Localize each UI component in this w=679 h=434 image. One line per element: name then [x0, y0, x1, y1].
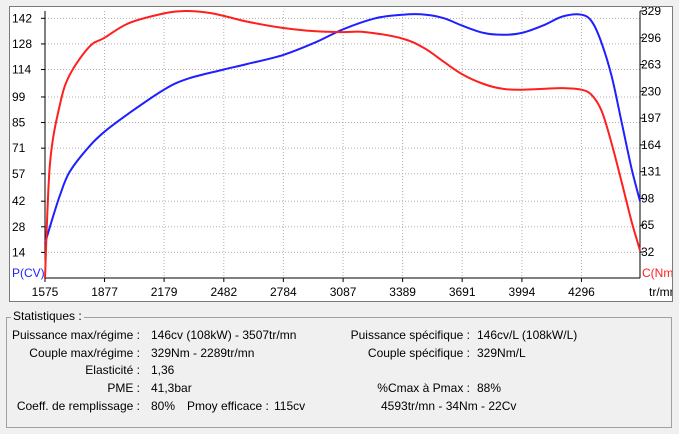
right-tick-label-0: 329 [641, 7, 661, 18]
x-tick-label-0: 1575 [32, 285, 59, 299]
right-tick-label-1: 296 [641, 31, 661, 45]
x-tick-label-3: 2482 [210, 285, 237, 299]
stat-value-elasticity: 1,36 [151, 363, 175, 377]
left-tick-label-5: 71 [12, 141, 26, 155]
left-tick-label-4: 85 [12, 116, 26, 130]
right-tick-label-6: 131 [641, 165, 661, 179]
right-tick-label-3: 230 [641, 84, 661, 98]
stat-label-fill-coeff: Coeff. de remplissage : [16, 399, 140, 413]
stat-value-pme: 41,3bar [151, 381, 192, 395]
stat-value-fill-coeff: 80% [151, 399, 176, 413]
left-tick-label-1: 128 [12, 37, 32, 51]
right-axis-label: C(Nm) [642, 266, 672, 280]
stat-value-end-point: 4593tr/mn - 34Nm - 22Cv [381, 399, 517, 413]
dyno-chart: 142 128 114 99 85 71 57 42 28 14 329 296 263 230 197 16… [12, 7, 672, 299]
left-tick-label-8: 28 [12, 220, 26, 234]
chart-frame: 142 128 114 99 85 71 57 42 28 14 329 296 263 230 197 16… [9, 6, 673, 302]
stat-label-mean-power: Pmoy efficace : [187, 399, 269, 413]
x-tick-label-9: 4296 [568, 285, 595, 299]
stat-label-cmax-pmax: %Cmax à Pmax : [377, 381, 470, 395]
right-tick-label-8: 65 [641, 218, 655, 232]
statistics-panel [6, 317, 672, 428]
left-tick-label-0: 142 [12, 11, 32, 25]
x-tick-label-2: 2179 [151, 285, 178, 299]
left-tick-label-7: 42 [12, 194, 26, 208]
x-tick-label-8: 3994 [509, 285, 536, 299]
stat-label-specific-power: Puissance spécifique : [350, 328, 470, 342]
statistics-title: Statistiques : [11, 309, 84, 323]
stat-label-pme: PME : [107, 381, 140, 395]
statistics-title-text: Statistiques [13, 309, 76, 323]
stat-value-cmax-pmax: 88% [477, 381, 502, 395]
right-tick-label-4: 197 [641, 111, 661, 125]
left-tick-label-6: 57 [12, 167, 26, 181]
x-tick-label-7: 3691 [449, 285, 476, 299]
x-tick-label-6: 3389 [389, 285, 416, 299]
stat-label-max-power: Puissance max/régime : [11, 328, 140, 342]
left-tick-label-9: 14 [12, 245, 26, 259]
x-tick-label-5: 3087 [330, 285, 357, 299]
left-tick-label-3: 99 [12, 90, 26, 104]
stat-label-elasticity: Elasticité : [85, 363, 140, 377]
torque-curve [44, 9, 641, 279]
stat-value-max-power: 146cv (108kW) - 3507tr/mn [151, 328, 297, 342]
right-tick-label-2: 263 [641, 58, 661, 72]
stat-value-mean-power: 115cv [274, 399, 306, 413]
power-curve [44, 13, 641, 244]
left-axis-label: P(CV) [12, 266, 45, 280]
right-tick-label-5: 164 [641, 138, 661, 152]
stat-value-specific-torque: 329Nm/L [477, 346, 526, 360]
stat-label-specific-torque: Couple spécifique : [367, 346, 470, 360]
stat-value-max-torque: 329Nm - 2289tr/mn [151, 346, 255, 360]
right-tick-label-9: 32 [641, 245, 655, 259]
left-tick-label-2: 114 [12, 63, 31, 77]
stat-label-max-torque: Couple max/régime : [29, 346, 140, 360]
stat-value-specific-power: 146cv/L (108kW/L) [477, 328, 578, 342]
x-tick-label-1: 1877 [91, 285, 118, 299]
x-unit-label: tr/mn [649, 285, 672, 299]
x-tick-label-4: 2784 [270, 285, 297, 299]
right-tick-label-7: 98 [641, 191, 655, 205]
